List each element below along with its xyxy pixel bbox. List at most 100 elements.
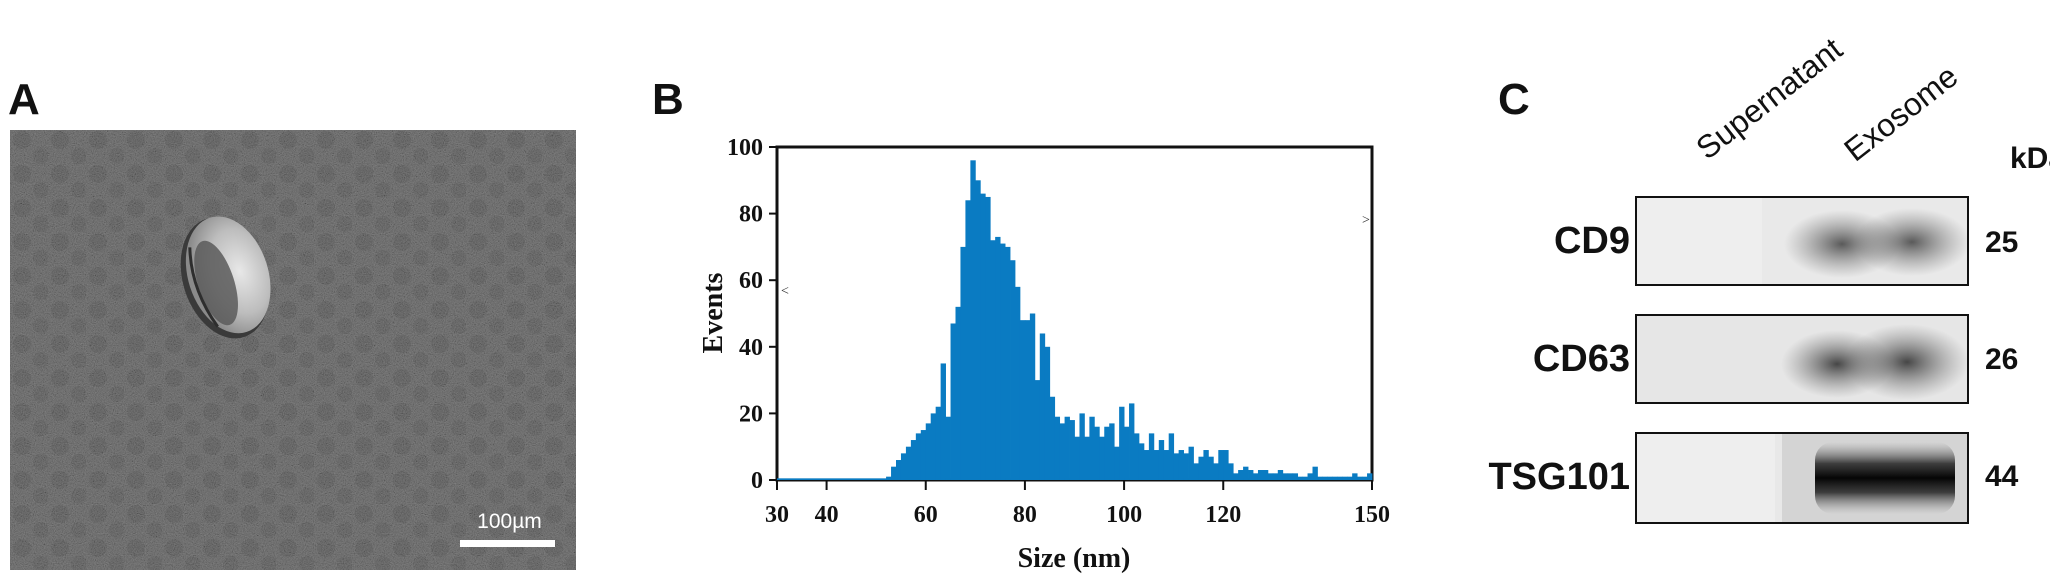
histogram-bar [896, 460, 902, 480]
right-range-marker: > [1362, 213, 1370, 228]
histogram-bar [1153, 450, 1160, 480]
histogram-bar [1089, 416, 1095, 480]
y-axis-label: Events [698, 272, 729, 353]
histogram-bar [1019, 320, 1026, 480]
histogram-bar [886, 476, 892, 480]
histogram-bar [1134, 433, 1140, 480]
histogram-bar [1158, 440, 1165, 480]
blot-strip-cd63 [1635, 314, 1969, 404]
x-tick-label: 40 [815, 502, 839, 528]
histogram-bar [1000, 243, 1006, 480]
histogram-bars [777, 160, 1373, 481]
y-axis-ticks: 0 20 40 60 80 100 [727, 135, 777, 494]
x-tick-label: 150 [1354, 502, 1390, 528]
histogram-bar [1064, 416, 1070, 480]
panel-letter-b: B [652, 75, 684, 124]
histogram-bar [1203, 450, 1209, 480]
scale-bar-label: 100µm [477, 510, 542, 533]
y-tick-label: 60 [739, 268, 763, 294]
kda-value-cd9: 25 [1985, 226, 2019, 259]
histogram-bar [1253, 473, 1259, 480]
histogram-bar [1039, 333, 1046, 480]
histogram-bar [1352, 473, 1358, 480]
blot-strip-tsg101 [1635, 432, 1969, 524]
histogram-bar [1015, 286, 1021, 480]
x-tick-label: 30 [765, 502, 789, 528]
histogram-bar [1198, 456, 1204, 480]
histogram-bar [891, 466, 897, 480]
histogram-bar [1233, 473, 1239, 480]
histogram-bar [1178, 450, 1184, 480]
protein-label-cd63: CD63 [1532, 338, 1630, 380]
histogram-bar [1124, 426, 1130, 480]
histogram-bar [975, 180, 981, 481]
histogram-bar [1213, 463, 1219, 480]
histogram-bar [945, 416, 951, 480]
histogram-baseline [777, 478, 892, 480]
tem-image [10, 130, 576, 570]
histogram-bar [1248, 470, 1254, 480]
histogram-bar [905, 446, 912, 480]
histogram-bar [935, 406, 942, 480]
histogram-bar [1074, 436, 1080, 480]
protein-label-tsg101: TSG101 [1488, 456, 1630, 498]
histogram-bar [995, 236, 1001, 480]
histogram-bar [955, 306, 961, 480]
histogram-bar [1059, 423, 1065, 480]
y-tick-label: 0 [751, 468, 763, 494]
histogram-bar [1257, 470, 1264, 480]
histogram-bar [1094, 426, 1100, 480]
histogram-bar [1049, 396, 1056, 480]
histogram-bar [1228, 463, 1234, 480]
histogram-bar [900, 453, 907, 480]
panel-letter-a: A [8, 75, 40, 124]
histogram-bar [1114, 446, 1120, 480]
histogram-bar [1292, 473, 1299, 480]
x-tick-label: 80 [1013, 502, 1037, 528]
x-tick-label: 100 [1106, 502, 1142, 528]
histogram-bar [1148, 433, 1155, 480]
histogram-bar [965, 200, 971, 480]
histogram-bar [1163, 450, 1170, 480]
histogram-bar [1104, 426, 1110, 480]
protein-label-cd9: CD9 [1553, 220, 1630, 262]
histogram-bar [1069, 420, 1075, 480]
histogram-bar [950, 323, 956, 480]
histogram-bar [1277, 470, 1284, 480]
kda-unit-label: kDa [2010, 142, 2050, 175]
histogram-bar [1367, 473, 1373, 480]
histogram-bar [1044, 346, 1051, 480]
x-axis-label: Size (nm) [1018, 543, 1131, 574]
histogram-bar [1272, 473, 1279, 480]
histogram-bar [1084, 436, 1090, 480]
histogram-bar [1188, 446, 1194, 480]
histogram-bar [1267, 473, 1274, 480]
histogram-bar [1109, 423, 1115, 480]
histogram-bar [1099, 436, 1105, 480]
histogram-bar [1218, 450, 1224, 480]
histogram-bar [1347, 476, 1353, 480]
histogram-bar [1079, 413, 1085, 480]
histogram-bar [1238, 470, 1244, 480]
histogram-bar [970, 160, 976, 480]
histogram-bar [1243, 466, 1249, 480]
histogram-bar [1138, 443, 1145, 480]
histogram-bar [1183, 453, 1189, 480]
histogram-bar [1287, 473, 1294, 480]
histogram-bar [1337, 476, 1343, 480]
histogram-bar [985, 196, 991, 480]
histogram-bar [1223, 450, 1229, 480]
histogram-bar [1307, 473, 1313, 480]
exosome-vesicle [180, 216, 271, 339]
size-histogram: 0 20 40 60 80 100 30 40 60 80 100 120 150 Size (nm)… [698, 135, 1390, 574]
scale-bar [460, 540, 555, 547]
y-tick-label: 40 [739, 335, 763, 361]
histogram-bar [1327, 476, 1333, 480]
left-range-marker: < [781, 284, 789, 299]
histogram-bar [1332, 476, 1338, 480]
lane-label-exosome: Exosome [1837, 57, 1965, 169]
histogram-bar [930, 413, 937, 480]
kda-value-tsg101: 44 [1985, 460, 2019, 493]
histogram-bar [1282, 473, 1289, 480]
histogram-bar [1010, 260, 1016, 480]
